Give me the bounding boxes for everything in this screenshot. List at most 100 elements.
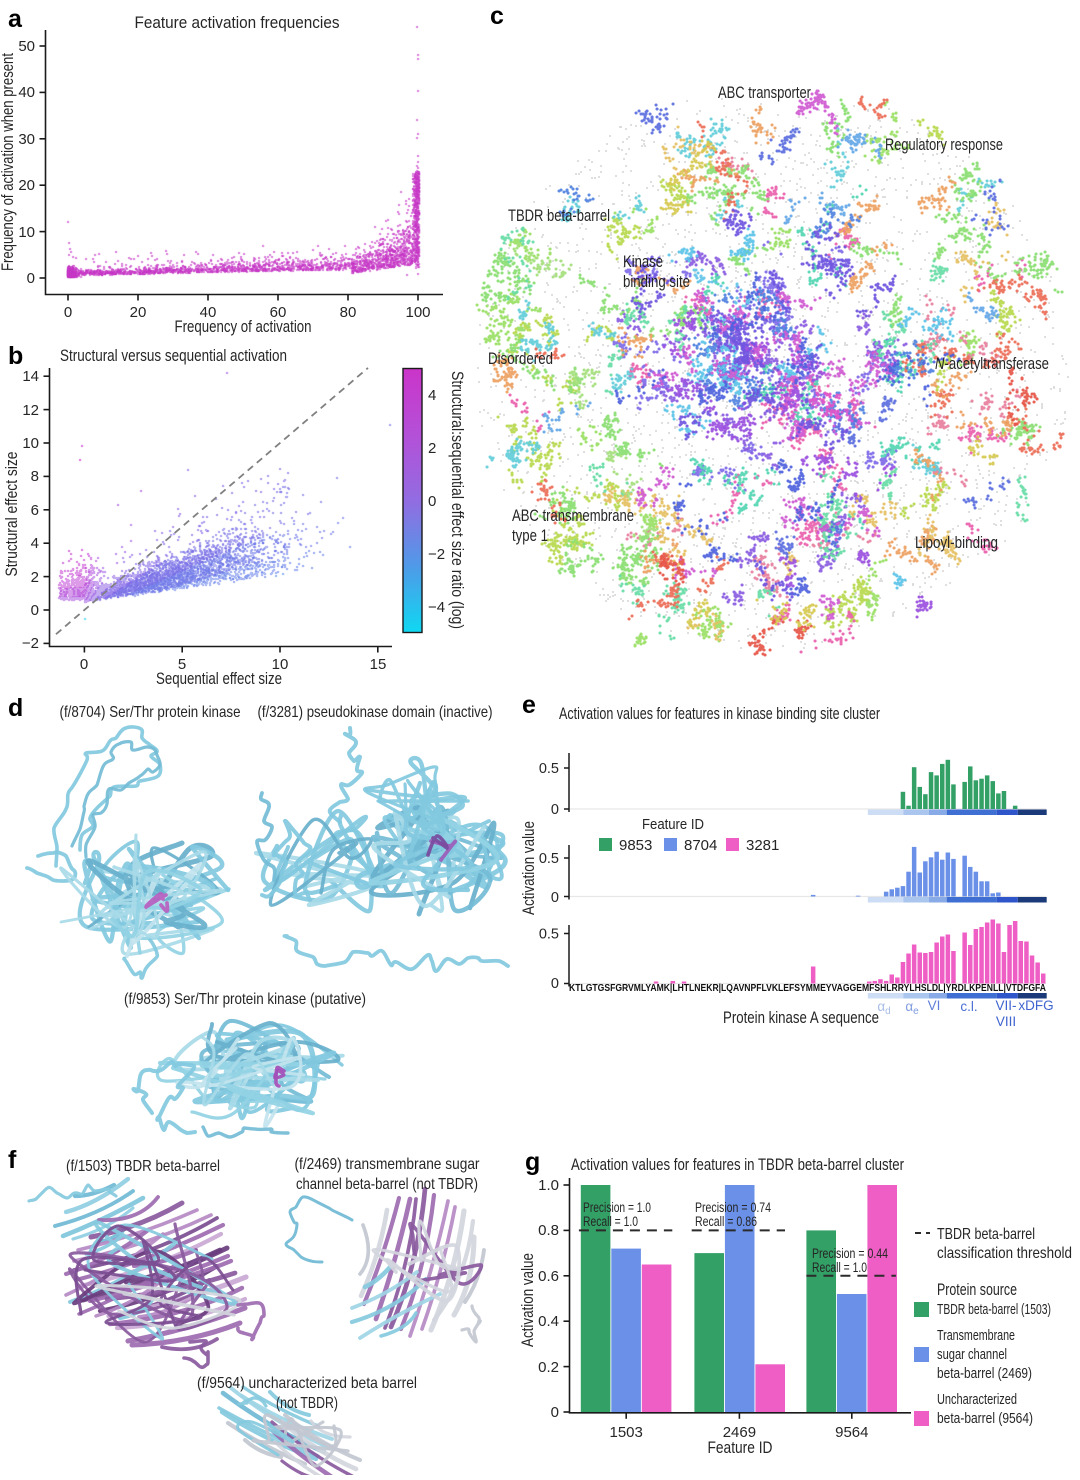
svg-text:Frequency of activation: Frequency of activation bbox=[175, 318, 312, 336]
svg-text:30: 30 bbox=[18, 131, 35, 148]
svg-text:(f/2469) transmembrane sugar: (f/2469) transmembrane sugar bbox=[295, 1156, 481, 1173]
svg-text:N-acetyltransferase: N-acetyltransferase bbox=[935, 355, 1049, 373]
svg-text:e: e bbox=[522, 691, 536, 719]
svg-text:xDFG: xDFG bbox=[1018, 998, 1053, 1013]
svg-text:Structural effect size: Structural effect size bbox=[3, 452, 21, 577]
svg-text:0.2: 0.2 bbox=[538, 1359, 559, 1376]
svg-text:TBDR beta-barrel: TBDR beta-barrel bbox=[937, 1226, 1035, 1243]
svg-text:2469: 2469 bbox=[723, 1424, 756, 1441]
svg-text:b: b bbox=[8, 342, 23, 370]
svg-text:(f/1503) TBDR beta-barrel: (f/1503) TBDR beta-barrel bbox=[66, 1158, 220, 1175]
svg-text:10: 10 bbox=[18, 224, 35, 241]
svg-text:beta-barrel (2469): beta-barrel (2469) bbox=[937, 1366, 1032, 1382]
svg-text:Structural:sequential effect s: Structural:sequential effect size ratio … bbox=[448, 371, 466, 629]
svg-text:Activation value: Activation value bbox=[520, 821, 538, 915]
svg-text:0: 0 bbox=[551, 1404, 559, 1421]
svg-text:c.l.: c.l. bbox=[960, 999, 977, 1014]
svg-text:Activation value: Activation value bbox=[519, 1253, 537, 1347]
svg-text:Precision = 0.44: Precision = 0.44 bbox=[812, 1246, 888, 1261]
svg-text:Regulatory response: Regulatory response bbox=[885, 136, 1003, 154]
svg-text:8: 8 bbox=[31, 468, 39, 485]
svg-text:0.5: 0.5 bbox=[539, 927, 559, 943]
svg-text:ABC transmembrane: ABC transmembrane bbox=[512, 507, 634, 525]
svg-text:Precision = 0.74: Precision = 0.74 bbox=[695, 1200, 771, 1215]
svg-text:0: 0 bbox=[31, 602, 39, 619]
svg-text:5: 5 bbox=[178, 656, 186, 673]
svg-text:VII-: VII- bbox=[995, 998, 1016, 1013]
svg-text:0.5: 0.5 bbox=[539, 851, 559, 867]
svg-text:0: 0 bbox=[428, 493, 436, 510]
svg-text:Disordered: Disordered bbox=[488, 350, 553, 368]
svg-text:1503: 1503 bbox=[610, 1424, 643, 1441]
svg-text:Protein kinase A sequence: Protein kinase A sequence bbox=[723, 1009, 879, 1027]
svg-text:Frequency of activation when p: Frequency of activation when present bbox=[0, 53, 17, 271]
svg-text:KTLGTGSFGRVMLYAMK|LHTLNEKR|LQA: KTLGTGSFGRVMLYAMK|LHTLNEKR|LQAVNPFLVKLEF… bbox=[569, 983, 1046, 994]
svg-text:sugar channel: sugar channel bbox=[937, 1347, 1007, 1363]
svg-text:classification threshold: classification threshold bbox=[937, 1245, 1072, 1262]
svg-text:2: 2 bbox=[428, 440, 436, 457]
svg-text:Lipoyl-binding: Lipoyl-binding bbox=[915, 534, 998, 552]
svg-text:Recall = 0.86: Recall = 0.86 bbox=[695, 1214, 757, 1229]
svg-text:−4: −4 bbox=[428, 599, 445, 616]
svg-text:VIII: VIII bbox=[996, 1014, 1016, 1029]
svg-text:Feature ID: Feature ID bbox=[708, 1439, 773, 1457]
svg-text:40: 40 bbox=[200, 304, 217, 321]
svg-text:Feature ID: Feature ID bbox=[642, 816, 704, 833]
svg-text:Precision = 1.0: Precision = 1.0 bbox=[583, 1200, 651, 1215]
svg-text:(f/9853) Ser/Thr protein kinas: (f/9853) Ser/Thr protein kinase (putativ… bbox=[124, 991, 366, 1008]
svg-text:(f/9564) uncharacterized beta: (f/9564) uncharacterized beta barrel bbox=[197, 1375, 417, 1392]
svg-text:14: 14 bbox=[22, 368, 39, 385]
svg-text:9564: 9564 bbox=[835, 1424, 868, 1441]
svg-text:1.0: 1.0 bbox=[538, 1177, 559, 1194]
svg-text:g: g bbox=[525, 1148, 540, 1176]
svg-text:9853: 9853 bbox=[619, 837, 652, 854]
svg-text:0: 0 bbox=[64, 304, 72, 321]
svg-text:100: 100 bbox=[405, 304, 430, 321]
svg-text:0: 0 bbox=[551, 890, 559, 906]
svg-text:15: 15 bbox=[370, 656, 387, 673]
svg-text:0.5: 0.5 bbox=[539, 761, 559, 777]
svg-text:Sequential effect size: Sequential effect size bbox=[156, 670, 282, 688]
svg-text:0.4: 0.4 bbox=[538, 1313, 559, 1330]
svg-text:8704: 8704 bbox=[684, 837, 717, 854]
svg-text:Transmembrane: Transmembrane bbox=[937, 1328, 1015, 1344]
svg-text:Recall = 1.0: Recall = 1.0 bbox=[812, 1260, 867, 1275]
svg-text:beta-barrel (9564): beta-barrel (9564) bbox=[937, 1411, 1033, 1427]
svg-text:20: 20 bbox=[18, 177, 35, 194]
svg-text:(not TBDR): (not TBDR) bbox=[276, 1395, 338, 1412]
svg-text:Uncharacterized: Uncharacterized bbox=[937, 1392, 1017, 1408]
svg-text:(f/3281) pseudokinase domain (: (f/3281) pseudokinase domain (inactive) bbox=[258, 704, 493, 721]
svg-text:0: 0 bbox=[551, 802, 559, 818]
svg-text:60: 60 bbox=[270, 304, 287, 321]
svg-text:−2: −2 bbox=[428, 546, 445, 563]
svg-text:40: 40 bbox=[18, 84, 35, 101]
svg-text:−2: −2 bbox=[22, 635, 39, 652]
svg-text:binding site: binding site bbox=[623, 273, 690, 291]
svg-text:type 1: type 1 bbox=[512, 527, 548, 545]
svg-text:a: a bbox=[8, 5, 23, 33]
svg-text:0: 0 bbox=[80, 656, 88, 673]
svg-text:c: c bbox=[490, 2, 504, 30]
svg-text:0.6: 0.6 bbox=[538, 1268, 559, 1285]
svg-text:channel beta-barrel (not TBDR): channel beta-barrel (not TBDR) bbox=[296, 1176, 478, 1193]
svg-text:4: 4 bbox=[428, 387, 436, 404]
svg-text:0.8: 0.8 bbox=[538, 1222, 559, 1239]
svg-text:Kinase: Kinase bbox=[623, 253, 663, 271]
svg-text:(f/8704) Ser/Thr protein kinas: (f/8704) Ser/Thr protein kinase bbox=[60, 704, 241, 721]
svg-text:3281: 3281 bbox=[746, 837, 779, 854]
svg-text:Activation values for features: Activation values for features in TBDR b… bbox=[571, 1156, 904, 1174]
svg-text:TBDR beta-barrel (1503): TBDR beta-barrel (1503) bbox=[937, 1302, 1051, 1318]
svg-text:Feature activation frequencies: Feature activation frequencies bbox=[135, 14, 340, 32]
svg-text:4: 4 bbox=[31, 535, 39, 552]
svg-text:2: 2 bbox=[31, 569, 39, 586]
svg-text:Structural versus sequential a: Structural versus sequential activation bbox=[60, 347, 287, 365]
svg-text:Activation values for features: Activation values for features in kinase… bbox=[559, 705, 880, 723]
svg-text:Protein source: Protein source bbox=[937, 1281, 1017, 1299]
svg-text:10: 10 bbox=[272, 656, 289, 673]
svg-text:TBDR beta-barrel: TBDR beta-barrel bbox=[508, 207, 610, 225]
svg-text:10: 10 bbox=[22, 435, 39, 452]
svg-text:VI: VI bbox=[928, 998, 941, 1013]
svg-text:6: 6 bbox=[31, 502, 39, 519]
svg-text:20: 20 bbox=[130, 304, 147, 321]
svg-text:d: d bbox=[8, 694, 23, 722]
